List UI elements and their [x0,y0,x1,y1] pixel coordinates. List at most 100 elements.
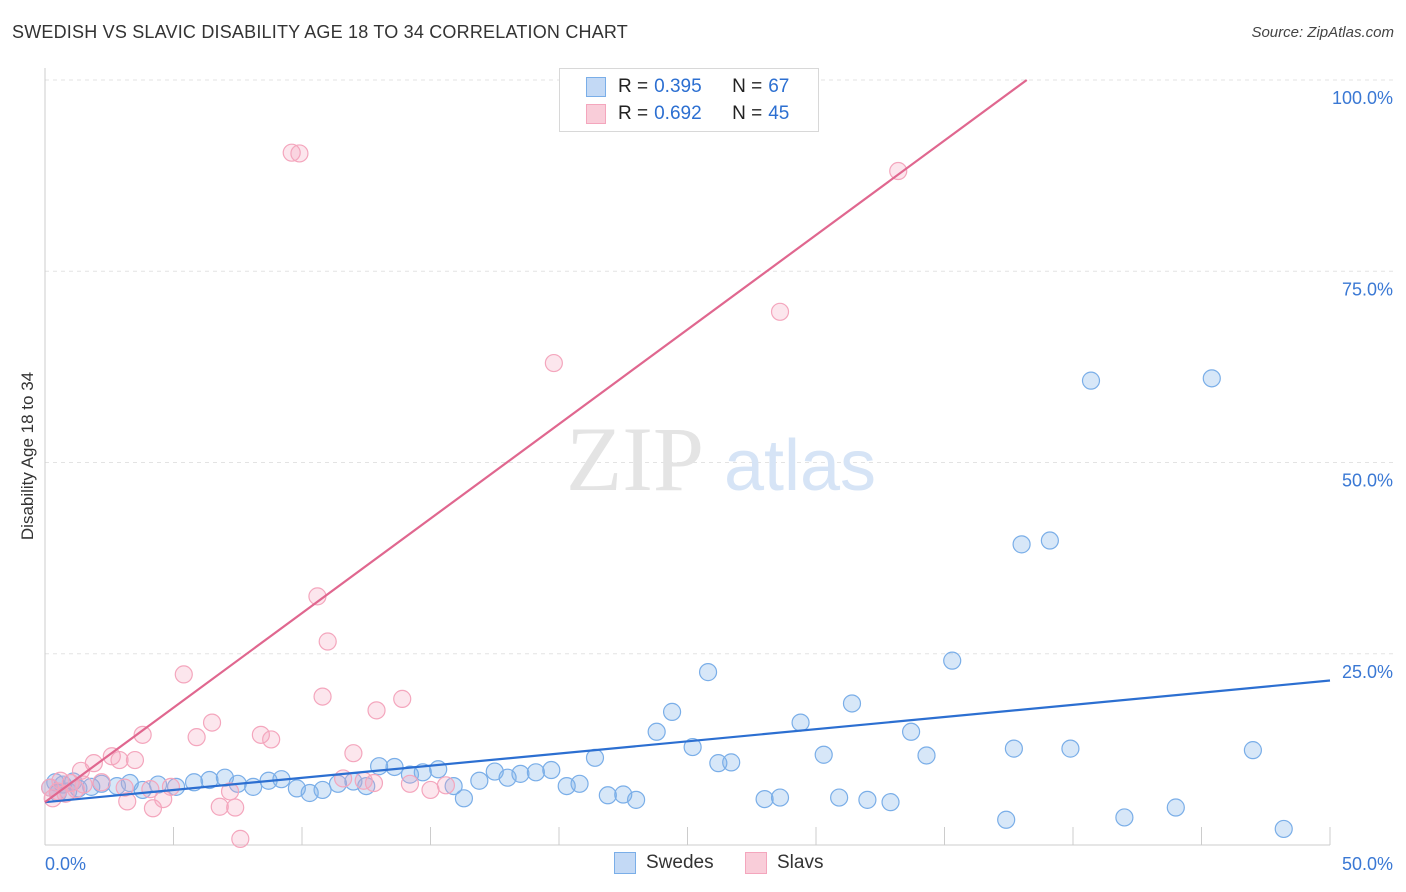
swedes-legend-label: Swedes [646,852,714,873]
n-label: N = [732,76,763,97]
swedes-point [511,764,530,783]
slavs-point [133,725,152,744]
swedes-point [842,694,862,713]
slavs-point [889,161,908,181]
slavs-point [290,144,309,163]
slavs-point [231,829,250,848]
swedes-point [1004,739,1023,758]
swedes-trend-line [44,679,1331,804]
swedes-point [662,702,682,721]
stats-legend: R = 0.395 N = 67 R = 0.692 N = 45 [559,68,819,132]
swedes-point [1202,369,1221,388]
swedes-point [881,793,900,812]
slavs-point [436,776,456,795]
x-tick-label: 0.0% [45,854,86,874]
slavs-point [364,773,384,793]
slavs-legend-label: Slavs [777,852,824,873]
slavs-point [143,799,163,818]
legend-item-slavs: Slavs [745,852,823,874]
slavs-point [210,797,229,816]
n-label: N = [732,103,763,124]
swedes-point [901,722,921,741]
y-tick-label: 50.0% [1342,471,1393,491]
r-label: R = [618,103,649,124]
slavs-point [282,143,301,162]
swedes-point [943,651,962,670]
slavs-point [313,687,332,706]
swedes-point [542,760,561,780]
slavs-point [262,730,281,749]
slavs-point [125,750,145,770]
swedes-point [1061,739,1080,758]
slavs-point [187,728,206,747]
swedes-point [997,810,1016,829]
legend-row-swedes: R = 0.395 N = 67 [586,75,789,99]
swedes-point [626,790,646,809]
swedes-point [791,713,810,732]
legend-row-slavs: R = 0.692 N = 45 [586,102,789,126]
swedes-point [755,789,774,809]
legend-item-swedes: Swedes [614,852,714,874]
slavs-point [161,777,181,796]
swedes-point [1243,741,1263,760]
y-tick-label: 25.0% [1342,662,1393,682]
watermark-zip: ZIP [566,408,704,510]
x-tick-label: 50.0% [1342,854,1393,874]
slavs-point [393,689,412,708]
swedes-point [830,788,849,807]
slavs-point [110,750,129,770]
slavs-legend-swatch [745,852,767,874]
swedes-point [470,771,489,790]
swedes-point [585,748,605,767]
slavs-point [544,353,563,373]
swedes-point [1012,535,1031,554]
swedes-point [598,786,617,805]
swedes-point [1166,798,1185,817]
swedes-point [1274,819,1293,839]
source-label: Source: ZipAtlas.com [1251,24,1394,41]
swedes-point [698,663,718,682]
y-tick-label: 100.0% [1332,88,1393,108]
slavs-point [74,775,93,794]
slavs-point [220,782,240,801]
slavs-point [770,302,790,321]
swedes-point [683,737,702,757]
slavs-point [115,778,134,797]
y-tick-label: 75.0% [1342,279,1393,299]
slavs-n-value: 45 [768,103,790,124]
swedes-point [709,754,728,773]
slavs-r-value: 0.692 [654,103,702,124]
slavs-point [344,744,363,763]
slavs-trend-line [44,79,1028,804]
swedes-point [454,789,474,808]
r-label: R = [618,76,649,97]
watermark-atlas: atlas [724,426,876,506]
swedes-r-value: 0.395 [654,76,702,97]
slavs-point [202,713,222,732]
swedes-point [858,790,877,809]
slavs-point [84,754,103,773]
slavs-point [400,774,420,793]
swedes-point [1040,531,1059,550]
swedes-point [385,757,404,777]
slavs-point [251,725,270,744]
swedes-n-value: 67 [768,76,790,97]
swedes-point [1115,808,1134,827]
slavs-point [318,632,337,651]
slavs-point [421,780,440,800]
slavs-point [226,798,245,817]
slavs-point [174,665,193,684]
swedes-point [814,745,833,764]
swedes-point [570,774,589,793]
slavs-swatch [586,104,606,124]
swedes-swatch [586,77,606,97]
swedes-point [722,753,741,772]
swedes-point [917,746,936,765]
swedes-point [200,770,219,790]
chart-title: SWEDISH VS SLAVIC DISABILITY AGE 18 TO 3… [12,22,628,42]
swedes-legend-swatch [614,852,636,874]
slavs-point [92,773,111,792]
swedes-point [184,773,204,792]
swedes-point [647,722,666,741]
